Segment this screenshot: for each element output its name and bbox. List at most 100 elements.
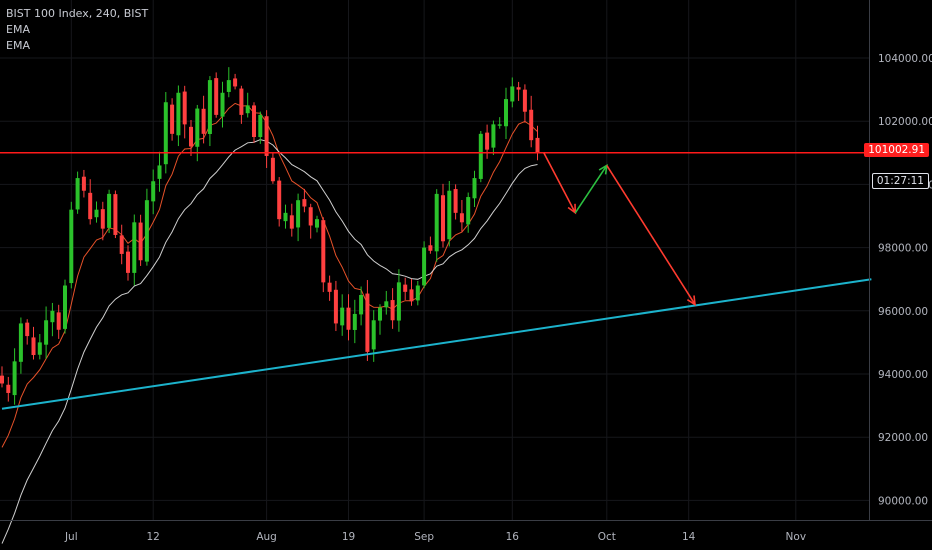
- chart-legend: BIST 100 Index, 240, BIST EMA EMA: [6, 6, 148, 54]
- candle-body: [441, 195, 445, 241]
- candle-body: [271, 158, 275, 181]
- candle-body: [95, 210, 99, 218]
- time-tick-label: 14: [682, 531, 696, 543]
- candle-body: [510, 86, 514, 101]
- candle-body: [491, 124, 495, 147]
- bar-countdown-label: 01:27:11: [872, 173, 929, 189]
- candle-body: [246, 105, 250, 113]
- candle-body: [63, 286, 67, 329]
- candle-body: [176, 93, 180, 136]
- candle-body: [76, 178, 80, 209]
- candle-body: [403, 285, 407, 292]
- candle-body: [126, 252, 130, 273]
- price-tick-label: 94000.00: [878, 369, 928, 381]
- candle-body: [208, 80, 212, 134]
- candle-body: [239, 89, 243, 115]
- time-tick-label: Oct: [598, 531, 616, 543]
- candle-body: [50, 311, 54, 322]
- time-tick-label: 16: [506, 531, 520, 543]
- candle-body: [183, 92, 187, 125]
- candle-body: [416, 286, 420, 301]
- candle-body: [19, 323, 23, 361]
- candle-body: [170, 105, 174, 134]
- candle-body: [529, 110, 533, 140]
- candle-body: [309, 207, 313, 225]
- candle-body: [88, 193, 92, 219]
- candle-body: [44, 320, 48, 344]
- candle-body: [536, 138, 540, 153]
- candle-body: [473, 178, 477, 198]
- price-tick-label: 92000.00: [878, 432, 928, 444]
- candle-body: [334, 290, 338, 324]
- candle-body: [447, 191, 451, 239]
- candle-body: [517, 87, 521, 89]
- candle-body: [38, 342, 42, 354]
- ema-legend-2[interactable]: EMA: [6, 38, 148, 54]
- candle-body: [284, 213, 288, 221]
- time-tick-label: 19: [342, 531, 355, 543]
- candle-body: [315, 219, 319, 227]
- candle-body: [227, 80, 231, 92]
- candle-body: [504, 99, 508, 126]
- candle-body: [302, 199, 306, 206]
- candle-body: [454, 189, 458, 213]
- candle-body: [428, 245, 432, 250]
- time-tick-label: Aug: [256, 531, 277, 543]
- candle-body: [523, 90, 527, 112]
- price-tick-label: 90000.00: [878, 495, 928, 507]
- symbol-title[interactable]: BIST 100 Index, 240, BIST: [6, 6, 148, 22]
- candle-body: [139, 223, 143, 261]
- time-tick-label: 12: [147, 531, 160, 543]
- candle-body: [6, 385, 10, 393]
- candle-body: [151, 181, 155, 201]
- candle-body: [0, 376, 4, 384]
- price-tick-label: 98000.00: [878, 243, 928, 255]
- candle-body: [498, 124, 502, 125]
- candle-body: [347, 308, 351, 330]
- candle-body: [69, 210, 73, 283]
- candle-body: [410, 289, 414, 301]
- ema-legend-1[interactable]: EMA: [6, 22, 148, 38]
- candle-body: [460, 213, 464, 222]
- candle-body: [258, 115, 262, 137]
- price-tick-label: 104000.00: [878, 53, 932, 65]
- candle-body: [113, 194, 117, 235]
- price-tick-label: 102000.00: [878, 116, 932, 128]
- candle-body: [340, 308, 344, 326]
- candle-body: [107, 194, 111, 228]
- candle-body: [25, 323, 29, 336]
- candle-body: [164, 102, 168, 164]
- candle-body: [391, 300, 395, 320]
- candle-body: [101, 209, 105, 228]
- candle-body: [466, 197, 470, 224]
- candle-body: [353, 314, 357, 330]
- candle-body: [82, 177, 86, 191]
- candle-body: [435, 194, 439, 251]
- candle-body: [372, 320, 376, 349]
- candle-body: [378, 308, 382, 321]
- candle-body: [265, 116, 269, 156]
- candle-body: [485, 133, 489, 150]
- candle-body: [252, 105, 256, 137]
- candle-body: [321, 220, 325, 282]
- candle-body: [13, 361, 17, 395]
- candle-body: [328, 283, 332, 292]
- candle-body: [365, 294, 369, 352]
- candle-body: [195, 109, 199, 147]
- candle-body: [422, 248, 426, 286]
- candle-body: [120, 235, 124, 254]
- candle-body: [384, 301, 388, 307]
- candle-body: [57, 312, 61, 329]
- candle-body: [221, 93, 225, 117]
- candle-body: [214, 78, 218, 115]
- candle-body: [145, 200, 149, 261]
- candle-body: [32, 337, 36, 355]
- candle-body: [290, 215, 294, 228]
- candle-body: [158, 165, 162, 178]
- candle-body: [202, 109, 206, 134]
- candle-body: [189, 127, 193, 147]
- candle-body: [359, 295, 363, 314]
- time-tick-label: Sep: [414, 531, 434, 543]
